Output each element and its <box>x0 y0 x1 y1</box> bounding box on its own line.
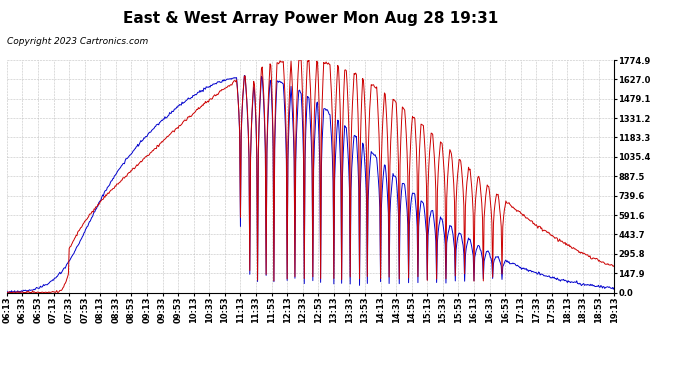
Text: East & West Array Power Mon Aug 28 19:31: East & West Array Power Mon Aug 28 19:31 <box>123 11 498 26</box>
Text: Copyright 2023 Cartronics.com: Copyright 2023 Cartronics.com <box>7 38 148 46</box>
